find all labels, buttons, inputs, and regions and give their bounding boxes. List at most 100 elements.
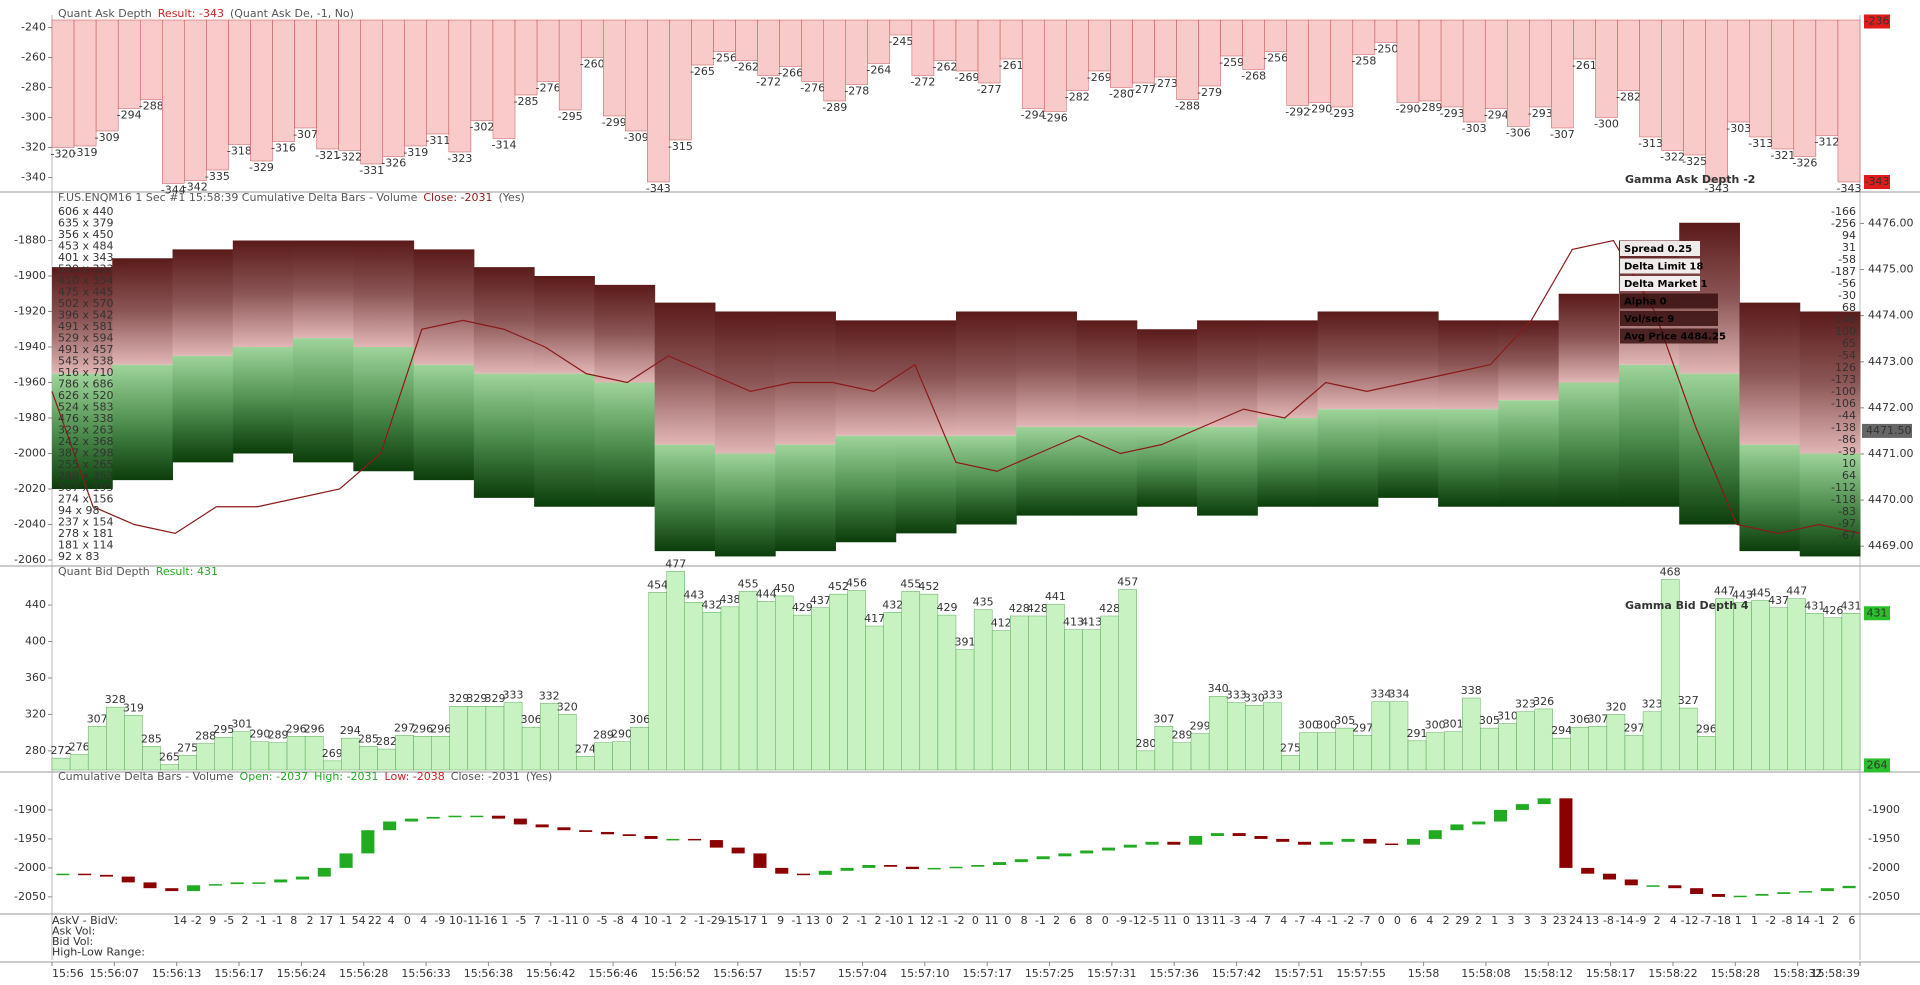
y-tick-label: -320 bbox=[21, 141, 46, 154]
askv-bidv: 2 bbox=[842, 914, 849, 927]
bid-volume bbox=[473, 373, 535, 498]
bar bbox=[178, 755, 197, 771]
candle-body bbox=[121, 876, 135, 883]
depth-delta-label: -86 bbox=[1838, 433, 1856, 446]
bar bbox=[214, 736, 234, 771]
bar bbox=[937, 614, 957, 771]
bar bbox=[1552, 737, 1571, 771]
bar bbox=[359, 746, 378, 771]
candle-body bbox=[492, 815, 506, 819]
value-label: -320 bbox=[51, 148, 76, 161]
candle-body bbox=[99, 874, 113, 877]
time-label: 15:56:46 bbox=[588, 967, 637, 980]
candle-body bbox=[1341, 838, 1355, 842]
value-label: 454 bbox=[647, 578, 668, 591]
value-label: -293 bbox=[1329, 107, 1354, 120]
depth-label: 242 x 368 bbox=[58, 435, 114, 448]
time-label: 15:56:57 bbox=[713, 967, 762, 980]
badge bbox=[1864, 606, 1890, 621]
value-label: -343 bbox=[1836, 182, 1861, 195]
value-label: 452 bbox=[918, 580, 939, 593]
row-label: High-Low Range: bbox=[52, 946, 145, 959]
value-label: 307 bbox=[1587, 712, 1608, 725]
value-label: -303 bbox=[1462, 122, 1487, 135]
depth-delta-label: -118 bbox=[1831, 493, 1856, 506]
bar bbox=[1100, 615, 1119, 771]
bar bbox=[124, 715, 143, 771]
bar bbox=[558, 19, 582, 111]
bar bbox=[1705, 19, 1728, 183]
value-label: -309 bbox=[624, 131, 649, 144]
candle-body bbox=[1363, 838, 1377, 844]
depth-label: 396 x 542 bbox=[58, 309, 114, 322]
ask-volume bbox=[534, 276, 595, 374]
badge bbox=[1864, 14, 1890, 29]
ask-volume bbox=[1317, 311, 1379, 410]
askv-bidv: 11 bbox=[985, 914, 999, 927]
bid-volume bbox=[293, 338, 354, 463]
askv-bidv: 3 bbox=[1508, 914, 1515, 927]
askv-bidv: 0 bbox=[1183, 914, 1190, 927]
candle-body bbox=[1450, 824, 1464, 831]
bar bbox=[1771, 19, 1795, 150]
candle-body bbox=[1733, 895, 1747, 898]
askv-bidv: 0 bbox=[826, 914, 833, 927]
value-label: 285 bbox=[358, 732, 379, 745]
value-label: 455 bbox=[738, 577, 759, 590]
time-label: 15:57:55 bbox=[1337, 967, 1386, 980]
bar bbox=[232, 731, 252, 771]
y-tick-label: -1960 bbox=[14, 376, 46, 389]
bar bbox=[286, 736, 306, 771]
depth-delta-label: 65 bbox=[1842, 337, 1856, 350]
bid-volume bbox=[353, 347, 415, 472]
bar bbox=[865, 625, 884, 771]
value-label: 320 bbox=[557, 700, 578, 713]
depth-label: 491 x 581 bbox=[58, 320, 114, 333]
askv-bidv: -1 bbox=[662, 914, 673, 927]
value-label: 297 bbox=[1624, 721, 1645, 734]
bid-volume bbox=[594, 382, 656, 507]
value-label: -335 bbox=[205, 170, 230, 183]
bar bbox=[1389, 701, 1409, 771]
close: Close: -2031 bbox=[423, 191, 492, 204]
askv-bidv: 1 bbox=[339, 914, 346, 927]
askv-bidv: 1 bbox=[761, 914, 768, 927]
value-label: 413 bbox=[1063, 616, 1084, 629]
time-label: 15:57:10 bbox=[900, 967, 949, 980]
bar bbox=[539, 703, 559, 771]
candle-body bbox=[796, 873, 811, 876]
askv-bidv: 2 bbox=[242, 914, 249, 927]
flag: (Yes) bbox=[499, 191, 525, 204]
time-label: 15:58 bbox=[1408, 967, 1440, 980]
value-label: 330 bbox=[1244, 691, 1265, 704]
value-label: 435 bbox=[973, 596, 994, 609]
bar bbox=[666, 571, 685, 771]
askv-bidv: 14 bbox=[1796, 914, 1810, 927]
value-label: 441 bbox=[1045, 590, 1066, 603]
bar bbox=[448, 19, 472, 153]
value-label: 431 bbox=[1840, 599, 1861, 612]
askv-bidv: -1 bbox=[791, 914, 802, 927]
cumulative-delta-line bbox=[51, 239, 1861, 535]
y-tick-label: -2000 bbox=[1868, 861, 1900, 874]
askv-bidv: 6 bbox=[1848, 914, 1855, 927]
time-label: 15:56:13 bbox=[152, 967, 201, 980]
askv-bidv: -5 bbox=[515, 914, 526, 927]
candle-body bbox=[622, 834, 636, 837]
y-tick-label: -1940 bbox=[14, 340, 46, 353]
askv-bidv: -5 bbox=[223, 914, 234, 927]
bar bbox=[162, 19, 185, 184]
value-label: -323 bbox=[447, 152, 472, 165]
candle-body bbox=[775, 867, 789, 874]
value-label: 288 bbox=[195, 730, 216, 743]
candle-body bbox=[840, 867, 854, 871]
value-label: 329 bbox=[448, 692, 469, 705]
value-label: 276 bbox=[69, 741, 90, 754]
askv-bidv: -4 bbox=[1246, 914, 1257, 927]
bar bbox=[1281, 755, 1300, 771]
askv-bidv: 8 bbox=[1086, 914, 1093, 927]
value-label: -272 bbox=[910, 76, 935, 89]
time-label: 15:56:33 bbox=[401, 967, 450, 980]
value-label: 282 bbox=[376, 735, 397, 748]
value-label: -290 bbox=[1396, 103, 1421, 116]
